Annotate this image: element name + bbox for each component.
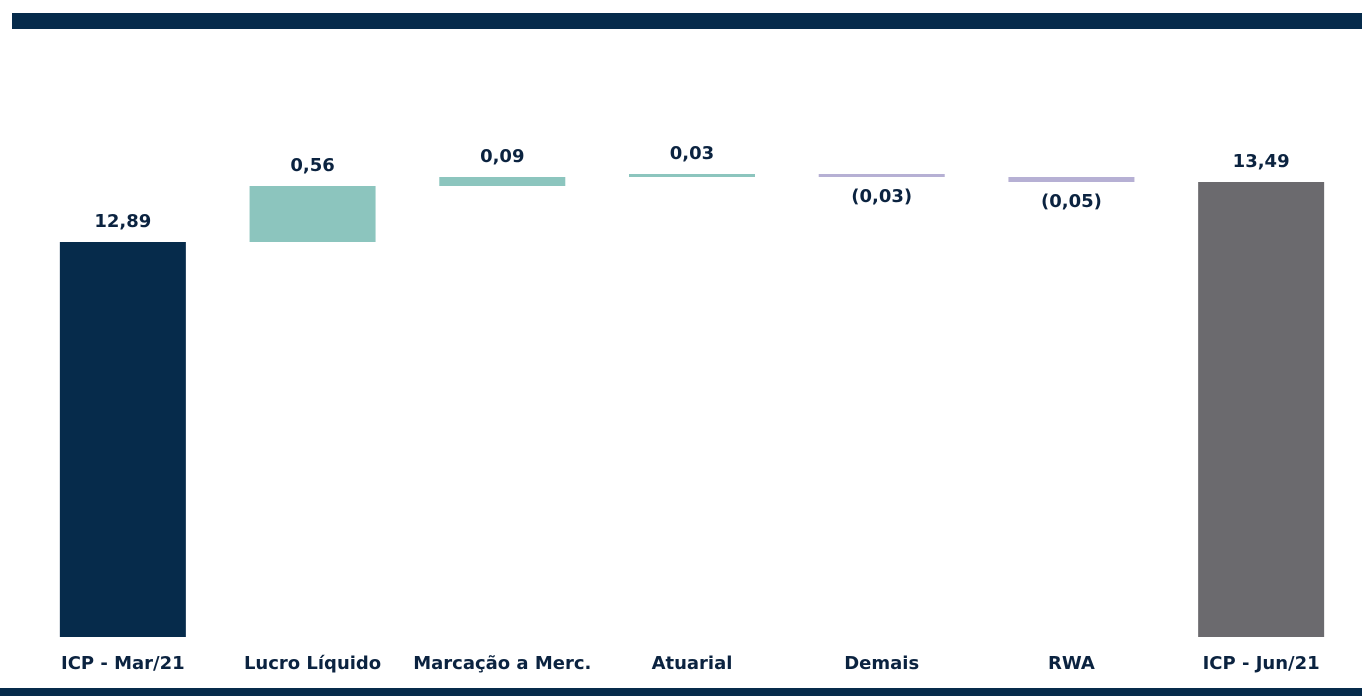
x-tick-label: ICP - Jun/21 — [1203, 653, 1320, 674]
x-tick-label: ICP - Mar/21 — [61, 653, 185, 674]
bar — [818, 174, 945, 177]
bar — [1198, 182, 1325, 637]
bar — [249, 186, 376, 242]
bar — [1008, 177, 1135, 182]
x-tick-label: RWA — [1048, 653, 1095, 674]
value-label: 13,49 — [1233, 151, 1290, 172]
x-tick-label: Atuarial — [652, 653, 733, 674]
x-tick-label: Lucro Líquido — [244, 653, 381, 674]
x-tick-label: Marcação a Merc. — [413, 653, 591, 674]
value-label: (0,05) — [1041, 191, 1102, 212]
value-label: (0,03) — [851, 186, 912, 207]
value-label: 0,03 — [670, 143, 714, 164]
bottom-band — [0, 688, 1362, 696]
top-band — [12, 13, 1362, 29]
bar — [629, 174, 755, 177]
x-tick-label: Demais — [844, 653, 919, 674]
value-label: 12,89 — [94, 211, 151, 232]
bar — [439, 177, 566, 186]
value-label: 0,09 — [480, 146, 524, 167]
value-label: 0,56 — [290, 155, 334, 176]
bar — [59, 242, 186, 637]
